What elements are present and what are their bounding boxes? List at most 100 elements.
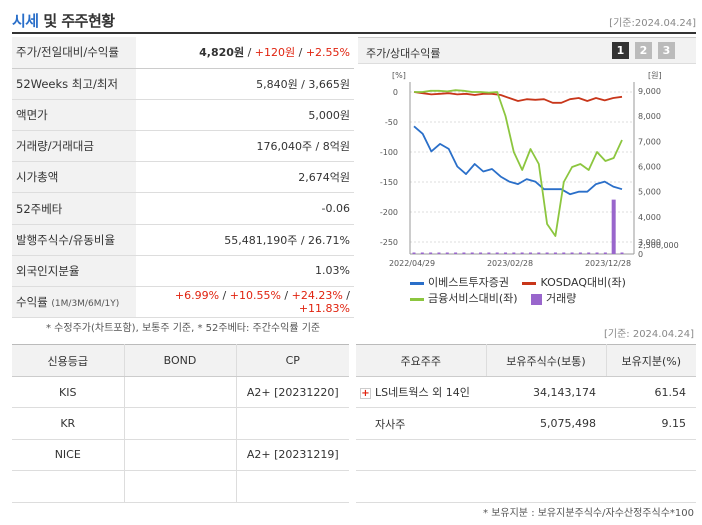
volume-bar (595, 252, 599, 254)
volume-bar (454, 252, 458, 254)
holder-row (356, 470, 696, 503)
credit-agency: KR (12, 407, 125, 440)
credit-header-row: 신용등급 BOND CP (12, 344, 349, 377)
chart-legend: 이베스트투자증권 KOSDAQ대비(좌) 금융서비스대비(좌) 거래량 (410, 275, 690, 307)
volume-bar (578, 252, 582, 254)
holder-header: 주요주주 (356, 344, 487, 377)
legend-item: 금융서비스대비(좌) (410, 291, 518, 307)
period-button-3[interactable]: 3 (658, 42, 675, 59)
credit-agency (12, 470, 125, 503)
base-date-2: [기준: 2024.04.24] (603, 329, 694, 340)
price-change-pct: +2.55% (305, 46, 350, 60)
volume-bar (470, 252, 474, 254)
holder-name: 자사주 (356, 407, 486, 440)
legend-item: 거래량 (531, 291, 576, 307)
section-title: 시세 및 주주현황 (12, 10, 115, 31)
credit-cp (236, 407, 349, 440)
chart-panel: 주가/상대수익률 1 2 3 [%] [원] 0 -50 -100 -150 -200 -25… (358, 37, 696, 315)
period-button-2[interactable]: 2 (635, 42, 652, 59)
holder-pct (606, 439, 696, 472)
legend-label: 금융서비스대비(좌) (428, 292, 518, 305)
separator: / (280, 289, 292, 303)
left-tick-label: -150 (380, 178, 398, 187)
holder-pct: 61.54 (606, 376, 696, 409)
period-button-1[interactable]: 1 (612, 42, 629, 59)
holder-header-row: 주요주주 보유주식수(보통) 보유지분(%) (356, 344, 696, 377)
legend-swatch (522, 281, 537, 285)
relative-return-chart: [%] [원] 0 -50 -100 -150 -200 -250 9,000 8,000 7,00… (380, 71, 679, 268)
return-3m: +10.55% (229, 289, 281, 303)
volume-tick-label: 0 (638, 250, 643, 259)
info-row: 52Weeks 최고/최저 5,840원 / 3,665원 (12, 68, 354, 100)
volume-bar (537, 252, 541, 254)
chart-header: 주가/상대수익률 1 2 3 (358, 37, 696, 64)
right-tick-label: 4,000 (638, 213, 661, 222)
separator: / (219, 289, 230, 303)
return-label-sub: (1M/3M/6M/1Y) (51, 299, 120, 310)
info-row: 외국인지분율 1.03% (12, 255, 354, 288)
return-1m: +6.99% (174, 289, 220, 303)
volume-bar (504, 252, 508, 254)
info-label: 발행주식수/유동비율 (12, 224, 136, 256)
x-tick-label: 2022/04/29 (389, 259, 435, 268)
holder-name (356, 470, 486, 503)
volume-bar (570, 252, 574, 254)
volume-bar (495, 252, 499, 254)
info-row: 발행주식수/유동비율 55,481,190주 / 26.71% (12, 224, 354, 256)
separator: / (295, 46, 306, 60)
expand-plus-icon[interactable]: + (360, 387, 371, 399)
info-value: 1.03% (136, 255, 354, 288)
right-tick-label: 7,000 (638, 137, 661, 146)
info-label: 시가총액 (12, 161, 136, 194)
right-tick-label: 6,000 (638, 163, 661, 172)
chart-title: 주가/상대수익률 (366, 47, 441, 60)
legend-swatch (410, 281, 424, 285)
info-label: 액면가 (12, 99, 136, 132)
credit-rating-table: 신용등급 BOND CP KIS A2+ [20231220] KR NICE A2… (12, 344, 349, 503)
series-line (414, 89, 623, 237)
credit-bond (124, 407, 237, 440)
volume-bar (412, 252, 416, 254)
volume-bar (528, 252, 532, 254)
volume-bar (420, 252, 424, 254)
section-title-highlight: 시세 (12, 12, 39, 30)
volume-bar (562, 252, 566, 254)
info-row: 액면가 5,000원 (12, 99, 354, 132)
holder-row (356, 439, 696, 472)
credit-header: BOND (124, 344, 237, 377)
separator: / (244, 46, 255, 60)
info-label: 외국인지분율 (12, 255, 136, 288)
price-label: 주가/전일대비/수익률 (12, 37, 136, 69)
info-label: 거래량/거래대금 (12, 130, 136, 163)
separator: / (342, 289, 350, 303)
holder-shares: 34,143,174 (486, 376, 606, 409)
holder-name[interactable]: LS네트웍스 외 14인 (375, 386, 470, 400)
left-tick-label: -50 (385, 118, 398, 127)
volume-bar (512, 252, 516, 254)
volume-bar (520, 252, 524, 254)
volume-bar (445, 252, 449, 254)
return-label: 수익률 (1M/3M/6M/1Y) (12, 286, 136, 319)
legend-label: 이베스트투자증권 (428, 276, 509, 289)
left-tick-label: -200 (380, 208, 398, 217)
info-value: 176,040주 / 8억원 (136, 130, 354, 163)
series-line (413, 125, 623, 196)
return-6m: +24.23% (291, 289, 343, 303)
credit-row: KIS A2+ [20231220] (12, 376, 349, 409)
x-tick-label: 2023/12/28 (585, 259, 631, 268)
return-1y: +11.83% (298, 302, 350, 316)
info-label: 52주베타 (12, 192, 136, 225)
price-row: 주가/전일대비/수익률 4,820원 / +120원 / +2.55% (12, 37, 354, 69)
left-tick-label: -100 (380, 148, 398, 157)
credit-header: 신용등급 (12, 344, 125, 377)
right-unit: [원] (648, 71, 662, 80)
legend-label: KOSDAQ대비(좌) (540, 276, 626, 289)
shareholder-table: 주요주주 보유주식수(보통) 보유지분(%) + LS네트웍스 외 14인 34,… (356, 344, 696, 503)
info-row: 거래량/거래대금 176,040주 / 8억원 (12, 130, 354, 163)
volume-bar (462, 252, 466, 254)
price-value: 4,820원 / +120원 / +2.55% (136, 37, 354, 69)
left-unit: [%] (392, 71, 406, 80)
volume-bar (487, 252, 491, 254)
holder-pct (606, 470, 696, 503)
footnote-holder: * 보유지분 : 보유지분주식수/자수산정주식수*100 (483, 508, 694, 519)
